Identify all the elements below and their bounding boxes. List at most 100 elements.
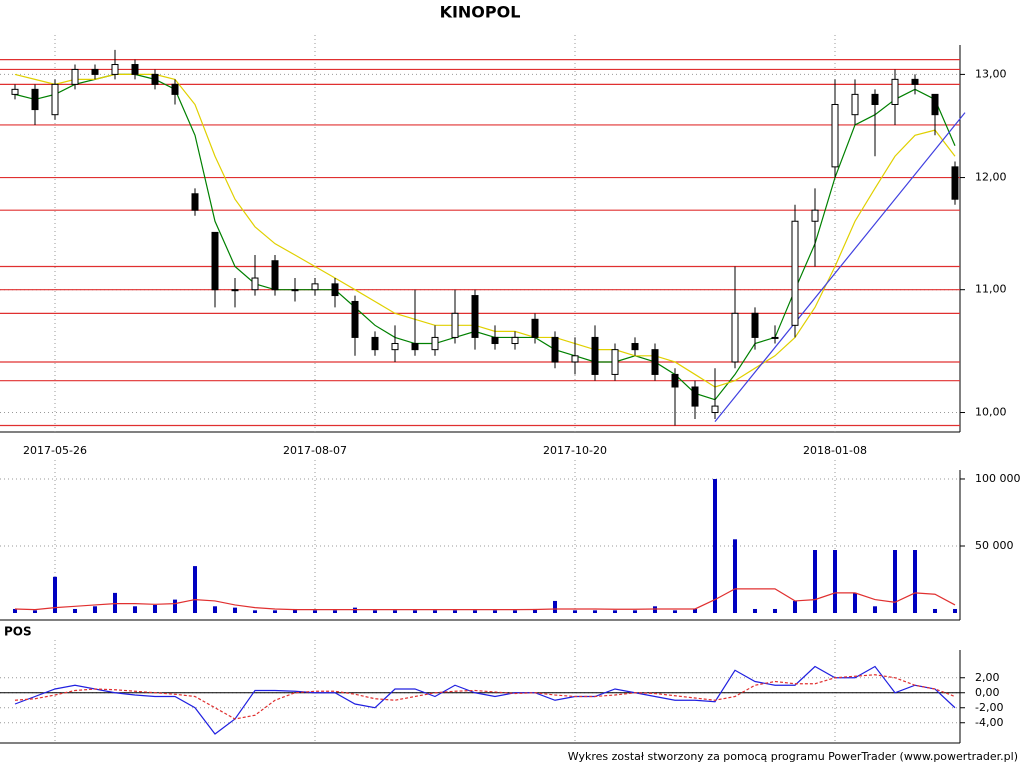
candle-body	[251, 277, 259, 291]
volume-bar	[613, 610, 617, 613]
volume-bar	[753, 608, 757, 613]
volume-bar	[713, 478, 717, 613]
chart-title: KINOPOL	[440, 3, 521, 22]
y-tick-label: 13,00	[975, 67, 1007, 80]
y-tick-label: 10,00	[975, 406, 1007, 419]
volume-bar	[213, 606, 217, 613]
candle-body	[591, 336, 599, 375]
volume-bar	[113, 592, 117, 613]
candle-body	[851, 93, 859, 116]
volume-bar	[53, 576, 57, 613]
volume-bar	[773, 608, 777, 613]
moving-average	[14, 73, 956, 388]
candle-body	[311, 283, 319, 291]
candle-body	[511, 336, 519, 345]
candle-body	[211, 231, 219, 291]
volume-bar	[313, 610, 317, 613]
volume-bar	[453, 610, 457, 613]
x-tick-label: 2017-10-20	[543, 444, 607, 457]
volume-bar	[173, 599, 177, 613]
candle-body	[431, 336, 439, 351]
candle-body	[671, 373, 679, 388]
volume-bar	[533, 608, 537, 613]
volume-bar	[913, 550, 917, 613]
y-tick-label: -2,00	[975, 701, 1003, 714]
volume-bar	[693, 608, 697, 613]
x-tick-label: 2017-08-07	[283, 444, 347, 457]
candle-body	[51, 83, 59, 116]
volume-bar	[413, 610, 417, 613]
volume-bar	[133, 606, 137, 613]
volume-bar	[513, 610, 517, 613]
volume-bar	[853, 592, 857, 613]
x-tick-label: 2017-05-26	[23, 444, 87, 457]
candle-body	[931, 93, 939, 116]
candle-body	[271, 260, 279, 291]
y-tick-label: 100 000	[975, 472, 1021, 485]
volume-bar	[833, 550, 837, 613]
candle-body	[171, 83, 179, 95]
y-tick-label: 0,00	[975, 686, 1000, 699]
volume-average	[14, 588, 956, 611]
candle-body	[611, 349, 619, 375]
candle-body	[651, 349, 659, 375]
volume-bar	[733, 539, 737, 613]
candle-body	[951, 166, 959, 200]
panel-title: POS	[4, 625, 32, 639]
volume-bar	[633, 610, 637, 613]
volume-bar	[373, 610, 377, 613]
candle-body	[151, 73, 159, 85]
volume-bar	[353, 607, 357, 613]
volume-bar	[93, 606, 97, 613]
volume-bar	[573, 610, 577, 613]
volume-bar	[333, 610, 337, 613]
volume-bar	[553, 600, 557, 613]
y-tick-label: 12,00	[975, 171, 1007, 184]
volume-bar	[293, 608, 297, 613]
volume-bar	[33, 610, 37, 613]
y-tick-label: 11,00	[975, 283, 1007, 296]
x-tick-label: 2018-01-08	[803, 444, 867, 457]
candle-body	[571, 355, 579, 363]
candle-body	[811, 209, 819, 222]
candle-body	[551, 336, 559, 363]
volume-bar	[953, 608, 957, 613]
candle-body	[371, 336, 379, 351]
volume-bar	[933, 608, 937, 613]
candle-body	[391, 343, 399, 351]
candle-body	[351, 300, 359, 338]
candle-body	[231, 289, 239, 292]
candle-body	[691, 386, 699, 407]
volume-bar	[13, 608, 17, 613]
y-tick-label: -4,00	[975, 716, 1003, 729]
volume-bar	[433, 610, 437, 613]
candle-body	[471, 295, 479, 338]
volume-bar	[473, 610, 477, 613]
candle-body	[871, 93, 879, 105]
candle-body	[711, 405, 719, 414]
volume-bar	[193, 566, 197, 613]
candle-body	[11, 88, 19, 95]
candle-body	[91, 68, 99, 75]
candle-body	[411, 343, 419, 351]
footer: Wykres został stworzony za pomocą progra…	[568, 750, 1018, 763]
volume-bar	[153, 604, 157, 613]
volume-bar	[873, 606, 877, 613]
volume-bar	[673, 610, 677, 613]
volume-bar	[393, 610, 397, 613]
y-tick-label: 2,00	[975, 671, 1000, 684]
oscillator-line	[14, 665, 956, 735]
volume-bar	[813, 550, 817, 613]
candle-body	[31, 88, 39, 111]
candle-body	[111, 64, 119, 75]
volume-bar	[73, 608, 77, 613]
candle-body	[131, 64, 139, 75]
volume-bar	[253, 610, 257, 613]
trendline	[714, 112, 966, 422]
candle-body	[751, 312, 759, 338]
panel-frames	[0, 45, 961, 744]
candle-body	[771, 336, 779, 339]
candle-body	[191, 193, 199, 211]
